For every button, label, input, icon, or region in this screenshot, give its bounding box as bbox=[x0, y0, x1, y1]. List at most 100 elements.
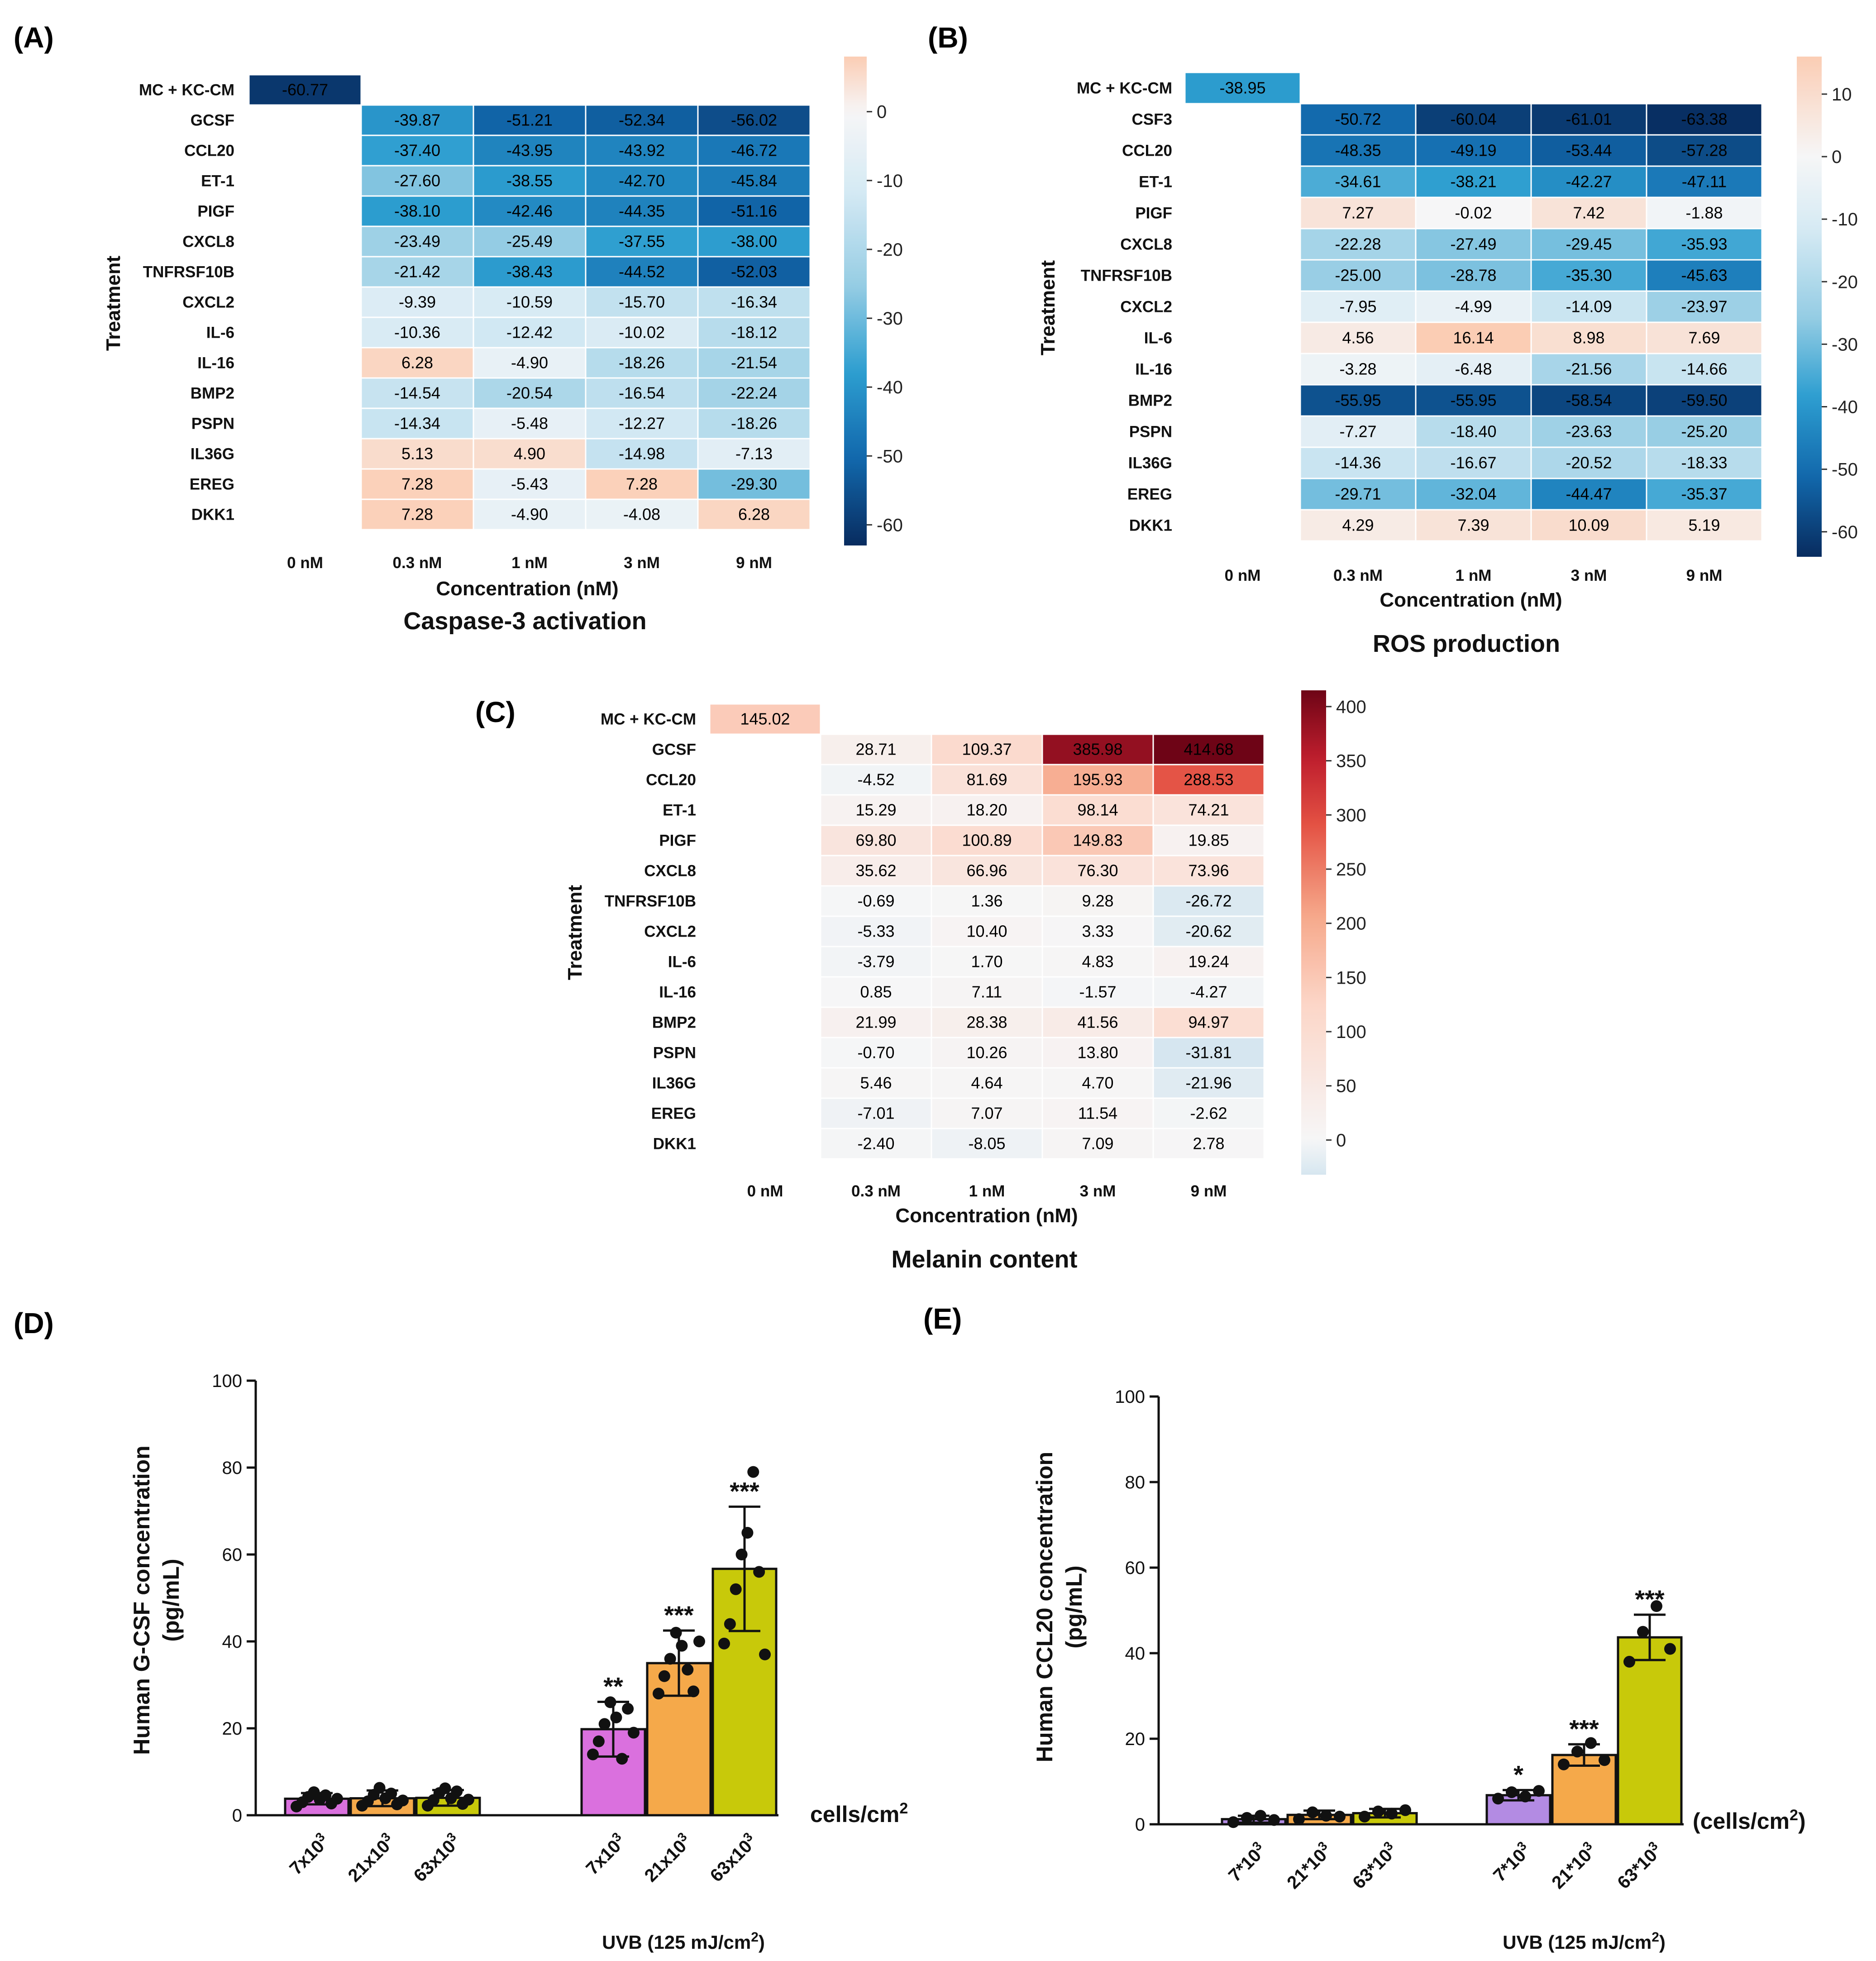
heatmap-b-x-axis-title: Concentration (nM) bbox=[1380, 589, 1562, 611]
heatmap-row-label: BMP2 bbox=[1128, 392, 1172, 410]
heatmap-cell-label: -20.54 bbox=[506, 384, 553, 402]
heatmap-cell bbox=[1041, 976, 1154, 1008]
bar-chart-e-y-axis-title-line1: Human CCL20 concentration bbox=[1032, 1452, 1057, 1762]
heatmap-cell-label: 5.46 bbox=[860, 1074, 892, 1092]
heatmap-cell-control bbox=[1184, 72, 1301, 105]
heatmap-row-label: CCL20 bbox=[184, 142, 234, 160]
heatmap-row-label: PSPN bbox=[653, 1044, 696, 1062]
heatmap-cell bbox=[1530, 415, 1647, 448]
heatmap-row-label: PIGF bbox=[197, 203, 234, 220]
heatmap-cell-label: -50.72 bbox=[1335, 110, 1381, 129]
data-point bbox=[1359, 1810, 1370, 1822]
heatmap-cell-label: -7.01 bbox=[857, 1104, 894, 1123]
colorbar-tick-label: 250 bbox=[1336, 860, 1366, 880]
y-tick-label: 80 bbox=[1125, 1473, 1146, 1492]
heatmap-cell bbox=[1152, 794, 1265, 826]
heatmap-cell-label: -0.02 bbox=[1455, 204, 1492, 222]
heatmap-cell-label: -22.24 bbox=[731, 384, 777, 402]
y-tick-label: 40 bbox=[222, 1632, 243, 1652]
heatmap-row-label: PIGF bbox=[1135, 205, 1172, 222]
heatmap-cell-label: -2.62 bbox=[1190, 1104, 1227, 1123]
heatmap-a-y-axis-title: Treatment bbox=[102, 256, 124, 351]
heatmap-cell-label: -44.52 bbox=[619, 263, 665, 281]
data-point bbox=[747, 1466, 759, 1478]
heatmap-cell-label: 16.14 bbox=[1453, 329, 1494, 347]
heatmap-cell-control bbox=[248, 74, 362, 106]
data-point bbox=[1320, 1810, 1332, 1822]
heatmap-a-x-axis-title: Concentration (nM) bbox=[436, 578, 618, 600]
heatmap-cell bbox=[820, 1067, 932, 1099]
heatmap-cell-label: -14.66 bbox=[1681, 360, 1727, 378]
heatmap-cell-label: -15.70 bbox=[619, 293, 665, 311]
data-point bbox=[1558, 1758, 1570, 1770]
x-category-label: 7*103 bbox=[1223, 1838, 1270, 1885]
heatmap-cell-label: -52.03 bbox=[731, 263, 777, 281]
heatmap-cell bbox=[1646, 134, 1763, 167]
heatmap-cell-label: -6.48 bbox=[1455, 360, 1492, 378]
data-point bbox=[753, 1566, 765, 1578]
heatmap-cell-label: -28.78 bbox=[1450, 266, 1496, 285]
colorbar-tick-label: -40 bbox=[1832, 397, 1858, 417]
heatmap-row-label: IL36G bbox=[652, 1075, 696, 1092]
heatmap-cell-label: -12.42 bbox=[506, 323, 553, 342]
x-category-label: 63*103 bbox=[1347, 1838, 1401, 1893]
heatmap-cell bbox=[360, 256, 474, 288]
heatmap-cell-label: -42.70 bbox=[619, 172, 665, 190]
heatmap-cell-label: -44.47 bbox=[1566, 485, 1612, 503]
heatmap-row-label: CXCL2 bbox=[644, 923, 696, 941]
data-point bbox=[664, 1653, 676, 1665]
heatmap-cell-label: -9.39 bbox=[399, 293, 436, 311]
colorbar-tick-label: 0 bbox=[1336, 1130, 1346, 1150]
heatmap-cell bbox=[1646, 259, 1763, 292]
heatmap-row-label: MC + KC-CM bbox=[601, 711, 696, 728]
heatmap-cell-label: 15.29 bbox=[855, 801, 896, 819]
heatmap-row-label: CXCL8 bbox=[644, 862, 696, 880]
heatmap-cell-label: -21.96 bbox=[1185, 1074, 1232, 1092]
data-point bbox=[1386, 1808, 1398, 1820]
heatmap-cell bbox=[1152, 976, 1265, 1008]
heatmap-row-label: CSF3 bbox=[1132, 111, 1172, 129]
heatmap-cell-label: 76.30 bbox=[1077, 861, 1118, 880]
heatmap-cell bbox=[360, 498, 474, 531]
heatmap-cell-label: -16.54 bbox=[619, 384, 665, 402]
heatmap-cell bbox=[1152, 1097, 1265, 1129]
heatmap-cell bbox=[931, 1006, 1043, 1038]
heatmap-cell bbox=[1152, 1037, 1265, 1069]
heatmap-row-label: ET-1 bbox=[201, 172, 234, 190]
significance-label: *** bbox=[730, 1477, 759, 1505]
colorbar-tick-label: -30 bbox=[877, 309, 903, 329]
colorbar-tick-label: 50 bbox=[1336, 1076, 1356, 1096]
heatmap-cell-label: -21.54 bbox=[731, 354, 777, 372]
data-point bbox=[759, 1648, 771, 1660]
heatmap-cell-label: -27.60 bbox=[394, 172, 440, 190]
heatmap-cell-label: -23.97 bbox=[1681, 297, 1727, 316]
heatmap-cell bbox=[820, 1128, 932, 1160]
heatmap-cell-label: -37.40 bbox=[394, 141, 440, 160]
heatmap-cell-label: 73.96 bbox=[1188, 861, 1229, 880]
data-point bbox=[1334, 1810, 1346, 1822]
colorbar-tick-label: 100 bbox=[1336, 1022, 1366, 1042]
heatmap-cell-label: -18.40 bbox=[1450, 422, 1496, 441]
bar-chart-d-y-axis-title-line2: (pg/mL) bbox=[158, 1559, 184, 1641]
heatmap-row-label: PSPN bbox=[191, 415, 234, 433]
data-point bbox=[1227, 1816, 1239, 1828]
heatmap-cell-label: 41.56 bbox=[1077, 1013, 1118, 1032]
heatmap-cell-label: 149.83 bbox=[1073, 831, 1122, 850]
heatmap-cell bbox=[931, 855, 1043, 887]
heatmap-row-label: CXCL8 bbox=[1120, 236, 1172, 253]
heatmap-cell bbox=[1041, 1097, 1154, 1129]
heatmap-cell-label: -14.36 bbox=[1335, 454, 1381, 472]
heatmap-cell bbox=[1041, 1006, 1154, 1038]
colorbar-b: 10 0 -10 -20 -30 -40 -50 -60 bbox=[1797, 57, 1858, 557]
heatmap-cell-label: 13.80 bbox=[1077, 1043, 1118, 1062]
heatmap-cell-label: 18.20 bbox=[966, 801, 1007, 819]
heatmap-column-label: 3 nM bbox=[624, 554, 660, 572]
data-point bbox=[658, 1670, 670, 1682]
heatmap-cell bbox=[1041, 824, 1154, 856]
heatmap-row-label: TNFRSF10B bbox=[143, 263, 234, 281]
heatmap-cell bbox=[360, 104, 474, 136]
panel-c: (C) 145.02 MC + KC-CM GCSF 28.71 109.37 385.9… bbox=[475, 690, 1366, 1273]
heatmap-cell bbox=[1646, 196, 1763, 230]
